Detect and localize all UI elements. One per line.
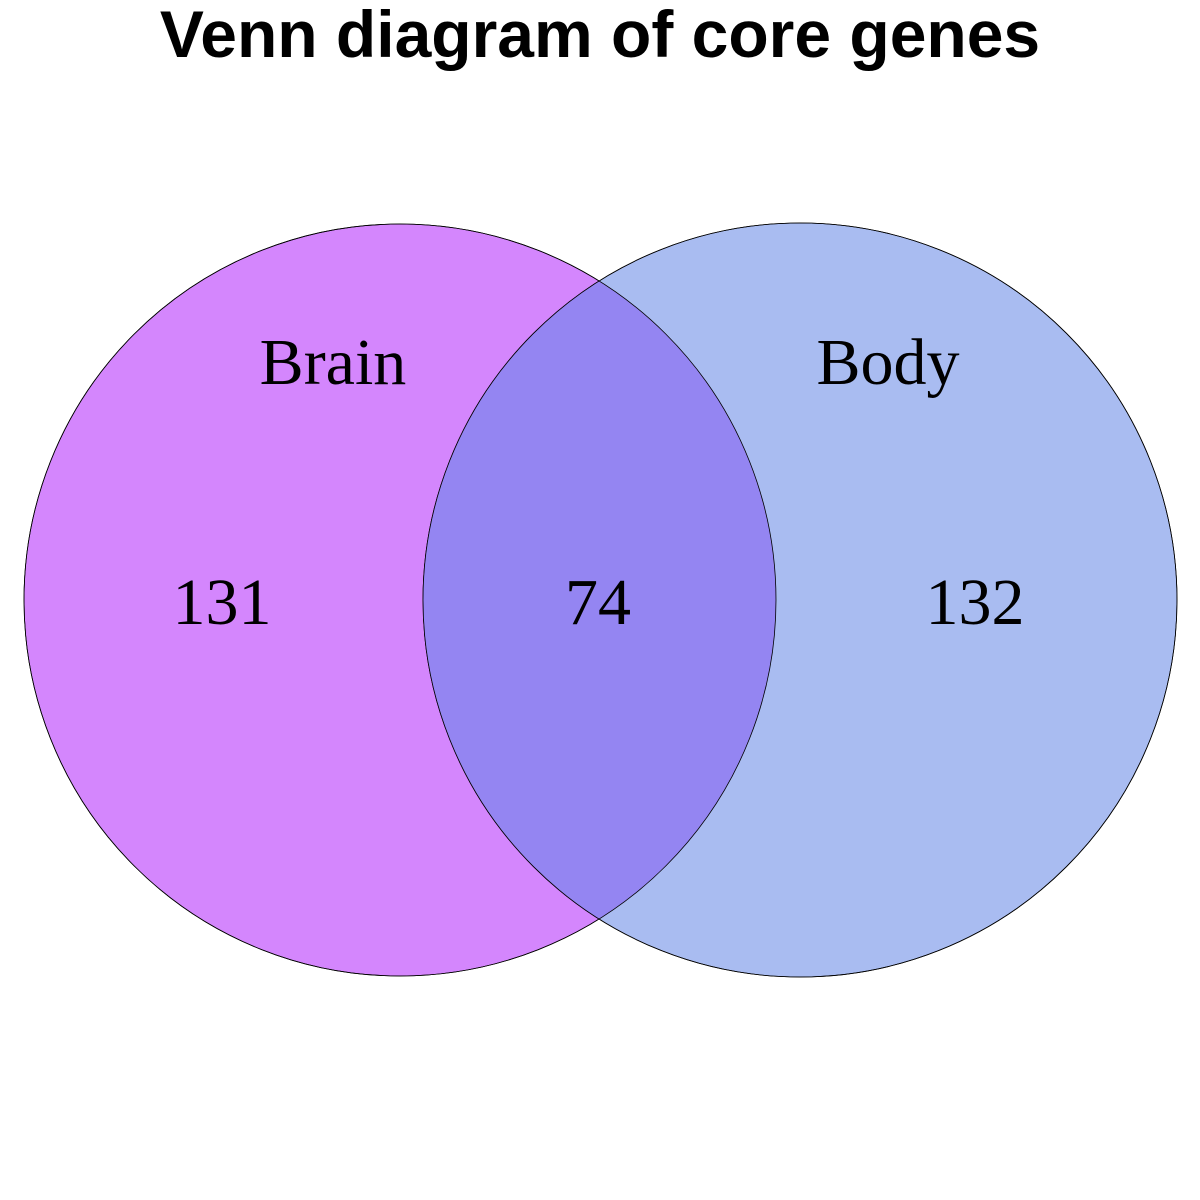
brain-set-label: Brain <box>260 326 407 399</box>
body-set-label: Body <box>816 326 959 399</box>
intersection-region <box>423 224 776 976</box>
body-circle-outline <box>422 222 1178 978</box>
brain-circle-outline <box>23 223 777 977</box>
diagram-title: Venn diagram of core genes <box>160 0 1040 71</box>
intersection-count: 74 <box>565 566 631 639</box>
brain-only-count: 131 <box>173 566 272 639</box>
body-only-count: 132 <box>926 566 1025 639</box>
